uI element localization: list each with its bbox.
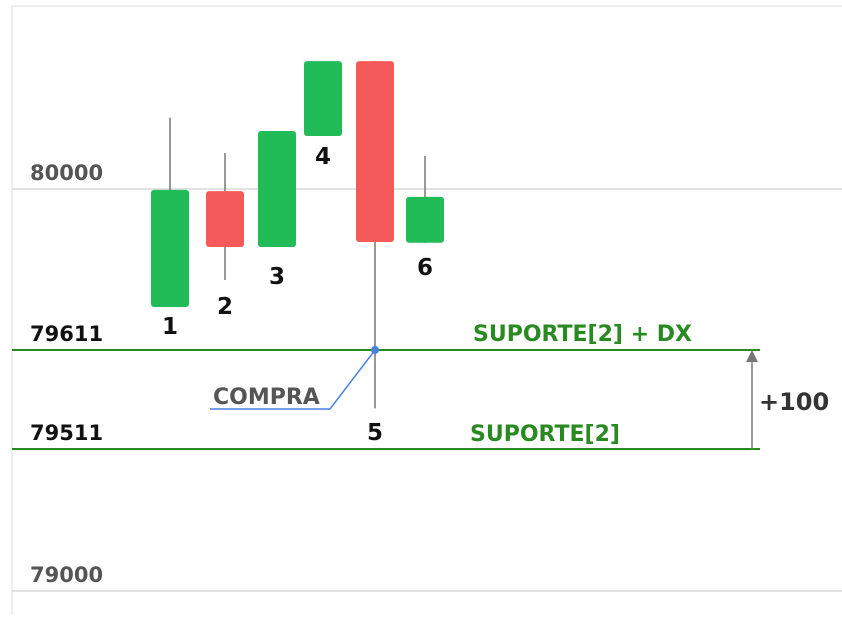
candle-body [304, 61, 342, 137]
candle-body [356, 61, 394, 242]
buy-leader [210, 349, 376, 410]
buy-point [371, 346, 379, 354]
buy-label: COMPRA [213, 385, 320, 410]
candle-body [206, 191, 244, 247]
candle-label: 3 [269, 264, 285, 290]
candle-label: 2 [217, 294, 233, 320]
candle-label: 4 [315, 144, 331, 170]
level-label: SUPORTE[2] + DX [473, 322, 692, 347]
candle-label: 1 [162, 314, 178, 340]
arrow-head [746, 350, 758, 362]
candle-body [151, 189, 189, 307]
frame [11, 5, 842, 619]
y-tick-label: 79611 [30, 322, 103, 346]
candle-label: 5 [367, 420, 383, 446]
level-label: SUPORTE[2] [470, 422, 620, 447]
candle-label: 6 [417, 255, 433, 281]
y-tick-label: 79000 [30, 563, 103, 587]
y-tick-label: 79511 [30, 421, 103, 445]
distance-label: +100 [759, 388, 829, 416]
y-tick-label: 80000 [30, 161, 103, 185]
candle-body [258, 131, 296, 247]
candle-body [406, 196, 444, 243]
